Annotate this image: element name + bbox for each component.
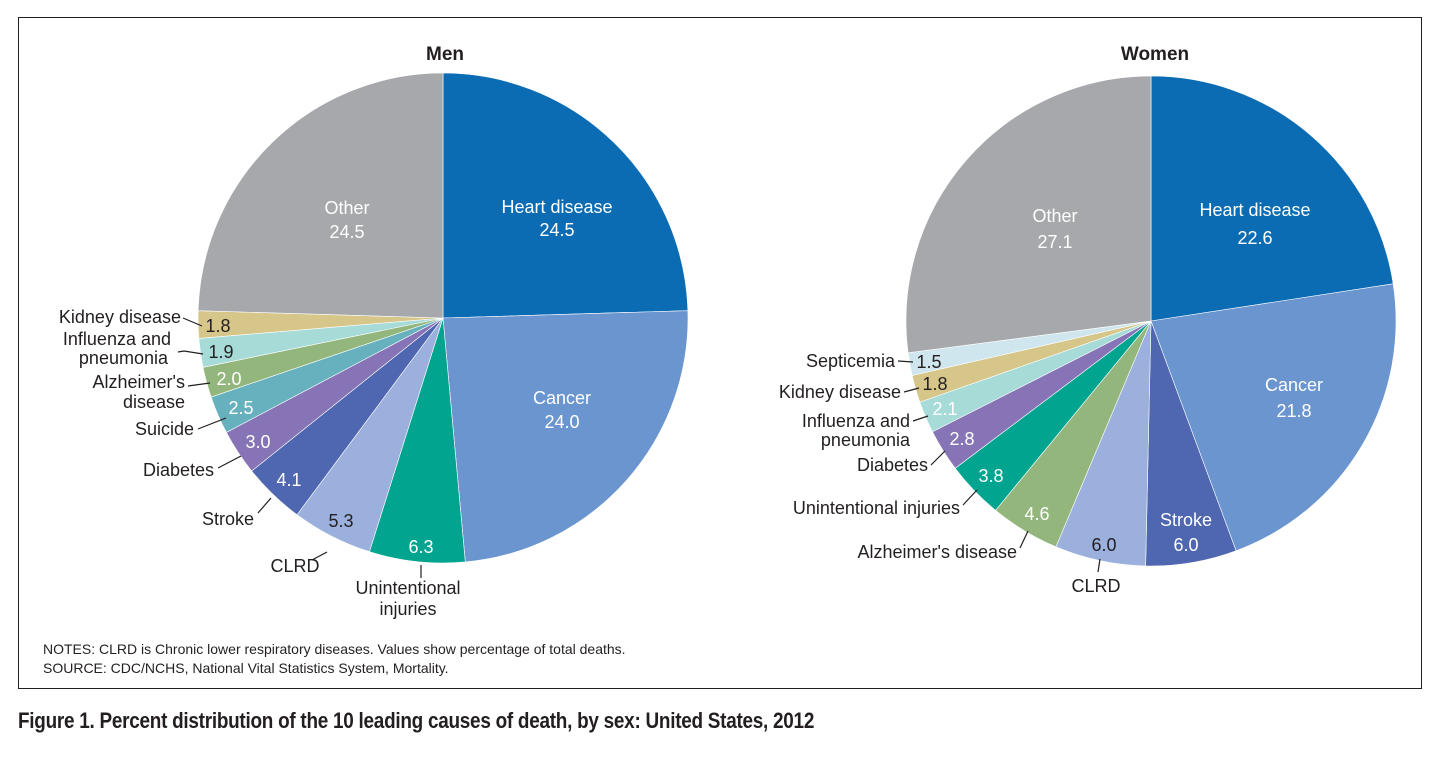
men-slice-other [197, 72, 444, 319]
men-flu-label-1: Influenza and [63, 329, 171, 349]
women-septicemia-value: 1.5 [916, 352, 941, 372]
women-flu-label-1: Influenza and [802, 411, 910, 431]
men-injuries-label-2: injuries [379, 599, 436, 619]
women-pie [905, 75, 1397, 567]
men-clrd-leader [311, 551, 328, 561]
women-flu-value: 2.1 [932, 399, 957, 419]
men-diabetes-label: Diabetes [143, 460, 214, 480]
men-stroke-label: Stroke [202, 509, 254, 529]
women-kidney-value: 1.8 [922, 374, 947, 394]
men-diabetes-value: 3.0 [245, 432, 270, 452]
figure-frame [18, 17, 1422, 689]
women-injuries-label: Unintentional injuries [793, 498, 960, 518]
women-cancer-value: 21.8 [1276, 401, 1311, 421]
women-slice-heart-disease [1150, 75, 1394, 322]
men-other-label: Other [324, 198, 369, 218]
men-stroke-leader [257, 497, 272, 514]
men-flu-leader [177, 350, 204, 355]
men-stroke-value: 4.1 [276, 470, 301, 490]
men-kidney-label: Kidney disease [59, 307, 181, 327]
men-flu-label-2: pneumonia [79, 348, 169, 368]
men-alz-label-2: disease [123, 392, 185, 412]
men-cancer-value: 24.0 [544, 412, 579, 432]
figure-caption: Figure 1. Percent distribution of the 10… [18, 708, 815, 733]
men-suicide-leader [197, 417, 227, 430]
women-clrd-leader [1097, 558, 1101, 573]
women-stroke-label: Stroke [1160, 510, 1212, 530]
men-diabetes-leader [217, 455, 242, 469]
women-clrd-label: CLRD [1071, 576, 1120, 596]
notes: NOTES: CLRD is Chronic lower respiratory… [43, 640, 626, 678]
men-pie [197, 72, 689, 564]
women-diabetes-leader [930, 450, 946, 466]
women-pie-title: Women [1121, 44, 1189, 65]
women-septicemia-leader [897, 360, 914, 363]
men-heart-label: Heart disease [501, 197, 612, 217]
women-cancer-label: Cancer [1265, 375, 1323, 395]
women-injuries-value: 3.8 [978, 466, 1003, 486]
men-alz-value: 2.0 [216, 369, 241, 389]
men-clrd-value: 5.3 [328, 511, 353, 531]
men-slice-heart-disease [442, 72, 689, 319]
women-flu-label-2: pneumonia [821, 430, 911, 450]
men-other-value: 24.5 [329, 222, 364, 242]
men-injuries-value: 6.3 [408, 537, 433, 557]
women-diabetes-value: 2.8 [949, 429, 974, 449]
men-suicide-label: Suicide [135, 419, 194, 439]
men-slice-cancer [442, 310, 689, 563]
men-kidney-leader [182, 317, 203, 327]
women-other-label: Other [1032, 206, 1077, 226]
women-stroke-value: 6.0 [1173, 535, 1198, 555]
women-slice-other [905, 75, 1152, 354]
women-heart-value: 22.6 [1237, 228, 1272, 248]
men-suicide-value: 2.5 [228, 398, 253, 418]
women-alz-leader [1019, 530, 1029, 549]
women-alz-value: 4.6 [1024, 504, 1049, 524]
men-alz-label-1: Alzheimer's [93, 372, 185, 392]
women-other-value: 27.1 [1037, 232, 1072, 252]
women-heart-label: Heart disease [1199, 200, 1310, 220]
men-kidney-value: 1.8 [205, 316, 230, 336]
women-septicemia-label: Septicemia [806, 351, 896, 371]
women-injuries-leader [962, 489, 978, 506]
women-alz-label: Alzheimer's disease [857, 542, 1017, 562]
men-pie-title: Men [426, 44, 464, 65]
men-heart-value: 24.5 [539, 220, 574, 240]
men-clrd-label: CLRD [270, 556, 319, 576]
women-clrd-value: 6.0 [1091, 535, 1116, 555]
men-alz-leader [187, 382, 211, 387]
men-injuries-label-1: Unintentional [355, 578, 460, 598]
women-flu-leader [912, 415, 929, 422]
women-slice-cancer [1150, 283, 1397, 552]
women-kidney-label: Kidney disease [779, 382, 901, 402]
men-flu-value: 1.9 [208, 342, 233, 362]
women-kidney-leader [903, 387, 920, 393]
women-diabetes-label: Diabetes [857, 455, 928, 475]
source-line: SOURCE: CDC/NCHS, National Vital Statist… [43, 660, 449, 676]
men-cancer-label: Cancer [533, 388, 591, 408]
notes-line: NOTES: CLRD is Chronic lower respiratory… [43, 641, 626, 657]
